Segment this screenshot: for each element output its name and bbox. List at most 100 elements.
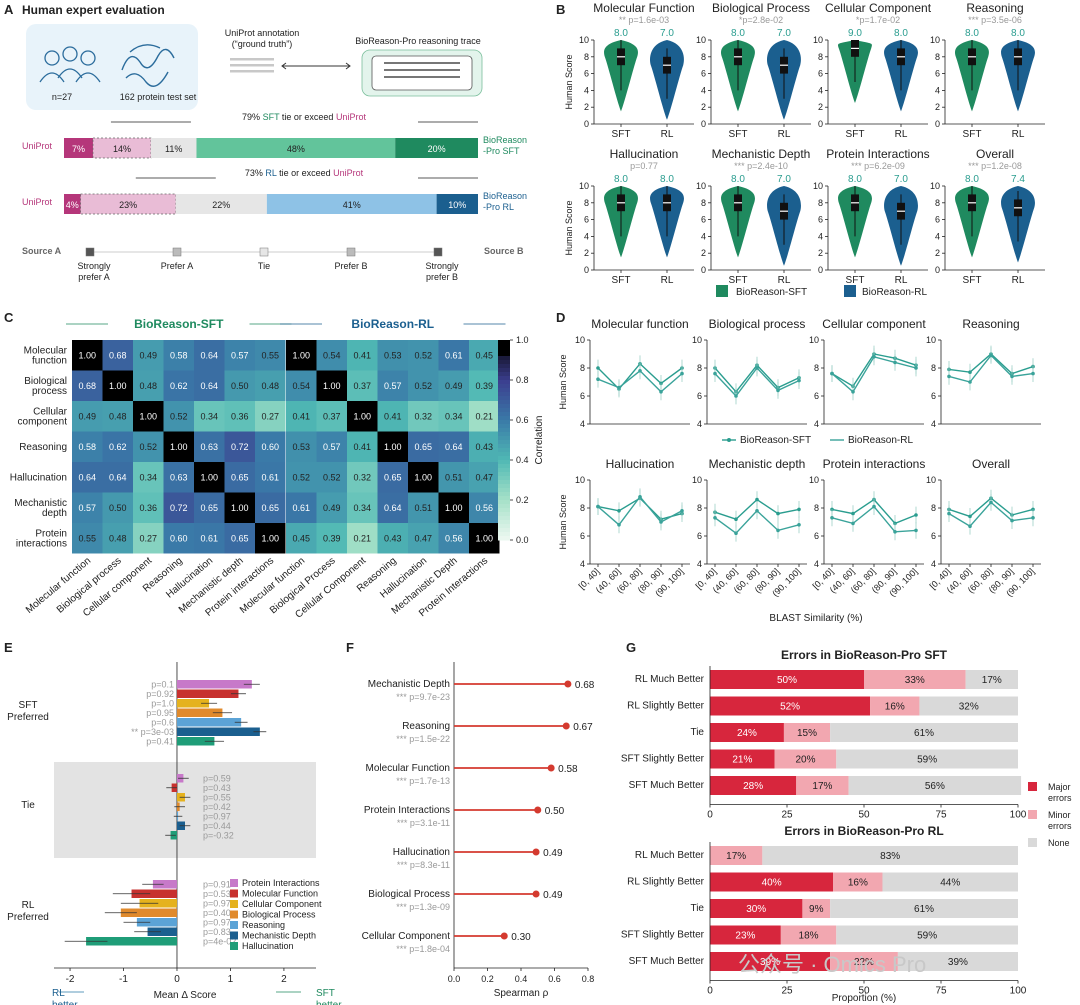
- x-tick-label: SFT: [729, 129, 748, 140]
- heatmap-value: 1.00: [323, 381, 341, 391]
- p-value: *** p=8.3e-11: [397, 860, 450, 870]
- heatmap-cell: [224, 340, 255, 371]
- heatmap-value: 0.52: [170, 411, 188, 421]
- y-tick-label: 6: [935, 69, 940, 79]
- lollipop-head: [532, 848, 540, 856]
- colorbar-step: [498, 536, 510, 541]
- segment-label: 16%: [885, 702, 905, 713]
- y-tick-label: 10: [813, 35, 823, 45]
- heatmap-cell: [163, 523, 194, 554]
- y-tick-label: 8: [697, 503, 702, 513]
- row-label: interactions: [16, 538, 67, 549]
- x-tick-label: 2: [281, 974, 287, 985]
- heatmap-cell: [255, 340, 286, 371]
- item-label: Protein Interactions: [364, 805, 450, 816]
- panel-letter-a: A: [4, 2, 14, 17]
- gt-sub-label: (“ground truth”): [232, 39, 293, 49]
- heatmap-value: 0.52: [414, 381, 432, 391]
- heatmap-cell: [72, 431, 103, 462]
- y-tick-label: 8: [701, 52, 706, 62]
- bar-segment: [266, 194, 437, 214]
- y-tick-label: 10: [579, 35, 589, 45]
- x-axis-label: Mean Δ Score: [154, 990, 217, 1001]
- lollipop-item: Mechanistic Depth *** p=9.7e-23 0.68: [368, 679, 595, 702]
- heatmap-cell: [286, 401, 317, 432]
- y-tick-label: 10: [926, 335, 936, 345]
- median-label: 8.0: [614, 174, 628, 185]
- legend-swatch: [230, 879, 238, 887]
- heatmap-value: 0.64: [384, 503, 402, 513]
- heatmap-value: 0.57: [323, 442, 341, 452]
- segment-label: 50%: [777, 675, 797, 686]
- subplot-title: Overall: [976, 147, 1014, 161]
- heatmap-cell: [438, 370, 469, 401]
- bar-segment: [395, 138, 478, 158]
- legend-swatch-sft: [716, 285, 728, 297]
- heatmap-value: 1.00: [200, 472, 218, 482]
- series-point: [734, 531, 738, 535]
- segment-label: 17%: [812, 781, 832, 792]
- colorbar-step: [498, 340, 510, 345]
- y-tick-label: 8: [935, 198, 940, 208]
- subplot-title: Biological process: [709, 317, 806, 331]
- rl-note: RL: [52, 988, 65, 999]
- colorbar-tick-label: 0.4: [516, 455, 529, 465]
- colorbar: 1.0 0.8 0.6 0.4 0.2 0.0 Correlation: [498, 335, 545, 545]
- heatmap-cell: [163, 431, 194, 462]
- y-tick-label: 10: [926, 475, 936, 485]
- heatmap-cell: [408, 462, 439, 493]
- colorbar-step: [498, 448, 510, 453]
- heatmap-cell: [408, 523, 439, 554]
- heatmap-value: 0.56: [445, 533, 463, 543]
- heatmap-value: 0.45: [475, 350, 493, 360]
- legend-label: Protein Interactions: [242, 878, 320, 888]
- panel-letter-e: E: [4, 640, 13, 655]
- colorbar-step: [498, 400, 510, 405]
- colorbar-step: [498, 360, 510, 365]
- heatmap-cell: [316, 370, 347, 401]
- p-value: *p=1.7e-02: [856, 15, 900, 25]
- group-label: Preferred: [7, 912, 49, 923]
- bar-segment-label: 23%: [119, 200, 137, 210]
- y-tick-label: 0: [935, 265, 940, 275]
- x-tick-label: RL: [1012, 275, 1025, 286]
- heatmap-cell: [163, 340, 194, 371]
- series-point: [947, 511, 951, 516]
- violin-subplot: Mechanistic Depth*** p=2.4e-10 0 2 4 6 8 10 8.0…: [696, 147, 811, 286]
- row-label: Biological: [24, 376, 67, 387]
- p-value: p=0.53: [203, 889, 231, 899]
- y-tick-label: 4: [580, 419, 585, 429]
- segment-label: 28%: [743, 781, 763, 792]
- legend-swatch: [230, 900, 238, 908]
- heatmap-cell: [102, 492, 133, 523]
- heatmap-value: 0.65: [200, 503, 218, 513]
- group-label: Preferred: [7, 712, 49, 723]
- colorbar-step: [498, 496, 510, 501]
- sft-note: SFT: [316, 988, 335, 999]
- series-point: [755, 366, 759, 370]
- heatmap-value: 0.47: [475, 472, 493, 482]
- heatmap-cell: [286, 370, 317, 401]
- p-value: p=0.95: [146, 708, 174, 718]
- heatmap-value: 1.00: [292, 350, 310, 360]
- protein-structure-icon: [121, 44, 175, 87]
- y-tick-label: 10: [696, 181, 706, 191]
- y-tick-label: 6: [701, 215, 706, 225]
- heatmap-cell: [72, 401, 103, 432]
- delta-bar: [176, 737, 215, 746]
- heatmap-value: 1.00: [353, 411, 371, 421]
- row-label: Tie: [690, 903, 704, 914]
- heatmap-cell: [316, 462, 347, 493]
- heatmap-cell: [72, 462, 103, 493]
- heatmap-value: 0.49: [323, 503, 341, 513]
- segment-label: 59%: [917, 755, 937, 766]
- series-point: [968, 524, 972, 528]
- y-tick-label: 2: [935, 248, 940, 258]
- heatmap-sft: BioReason-SFT 1.00 0.68 0.49 0.58 0.64 0.57 0.5…: [10, 317, 292, 619]
- model-label: -Pro SFT: [483, 146, 520, 156]
- colorbar-step: [498, 408, 510, 413]
- line-subplot: Biological process 4 6 8 10: [692, 317, 807, 429]
- heatmap-value: 0.39: [323, 533, 341, 543]
- stacked-segment: [830, 899, 1018, 918]
